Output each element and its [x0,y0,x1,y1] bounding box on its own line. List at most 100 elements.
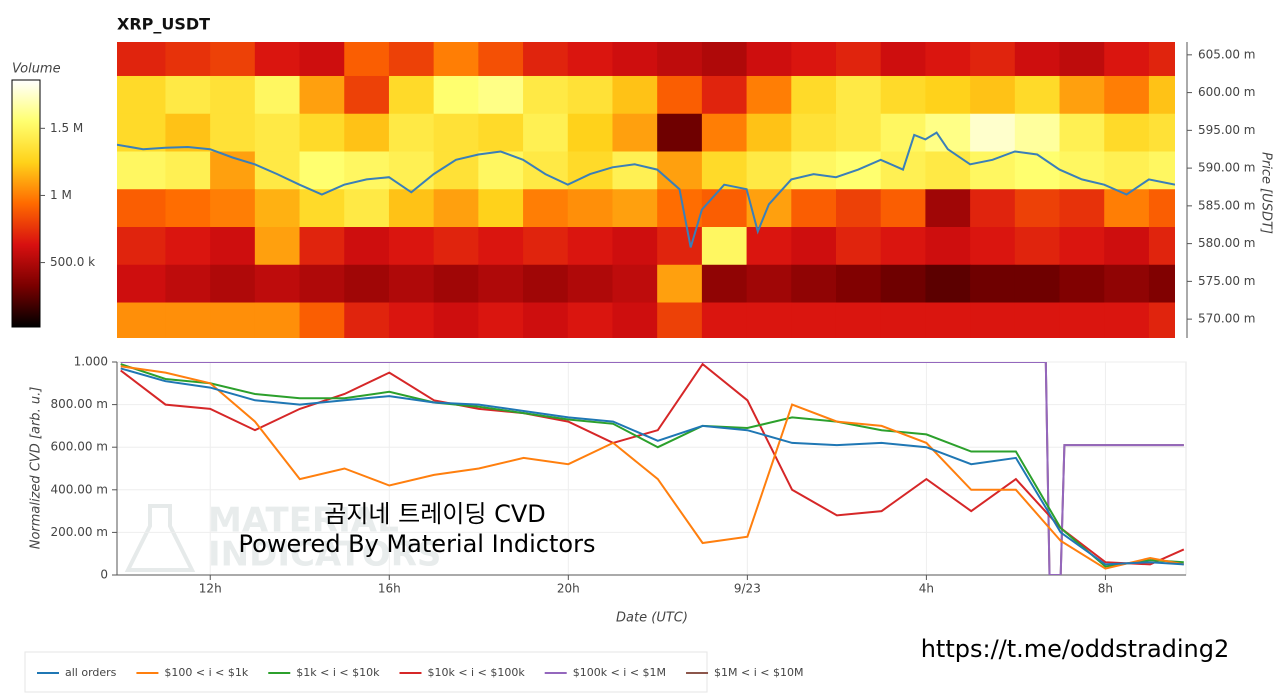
heatmap-cell [970,227,1016,266]
heatmap-cell [657,264,703,304]
heatmap-cell [612,227,658,266]
heatmap-cell [433,227,479,266]
heatmap-cell [835,75,882,115]
heatmap-cell [567,302,613,338]
heatmap-cell [880,264,926,304]
legend-label: all orders [65,666,117,679]
heatmap-cell [970,189,1016,228]
heatmap [117,42,1175,338]
heatmap-cell [1059,189,1105,228]
heatmap-cell [1014,227,1061,266]
heatmap-cell [478,264,524,304]
heatmap-cell [210,227,256,266]
heatmap-cell [746,42,792,77]
heatmap-cell [1148,227,1175,266]
heatmap-cell [701,42,748,77]
heatmap-cell [478,189,524,228]
heatmap-cell [1014,189,1061,228]
colorbar-tick-label: 1 M [50,188,72,202]
heatmap-cell [254,189,301,228]
watermark: MATERIAL [208,501,399,541]
heatmap-cell [880,189,926,228]
heatmap-cell [117,75,166,115]
heatmap-cell [567,113,613,152]
colorbar-tick-label: 500.0 k [50,255,95,269]
y-axis-title: Price [USDT] [1259,152,1274,234]
heatmap-cell [1104,113,1150,152]
heatmap-cell [478,227,524,266]
y-tick-label: 800.00 m [51,397,109,411]
heatmap-cell [388,113,435,152]
heatmap-cell [388,189,435,228]
heatmap-cell [701,151,748,190]
heatmap-cell [746,302,792,338]
legend-label: $10k < i < $100k [427,666,525,679]
heatmap-cell [746,75,792,115]
heatmap-cell [433,151,479,190]
heatmap-cell [523,189,569,228]
colorbar [11,79,41,328]
heatmap-cell [433,75,479,115]
heatmap-cell [1014,302,1061,338]
heatmap-cell [791,189,837,228]
heatmap-cell [925,42,971,77]
heatmap-cell [344,302,390,338]
heatmap-cell [478,113,524,152]
heatmap-cell [433,189,479,228]
heatmap-cell [299,189,345,228]
heatmap-cell [299,75,345,115]
heatmap-cell [746,227,792,266]
heatmap-cell [925,302,971,338]
heatmap-cell [701,264,748,304]
heatmap-cell [1104,42,1150,77]
heatmap-cell [478,302,524,338]
y-tick-label: 600.00 m [51,440,109,454]
heatmap-cell [165,75,211,115]
heatmap-cell [254,264,301,304]
heatmap-cell [388,264,435,304]
heatmap-cell [1059,227,1105,266]
heatmap-cell [925,227,971,266]
heatmap-cell [210,113,256,152]
heatmap-cell [1148,302,1175,338]
heatmap-cell [1059,113,1105,152]
watermark: INDICATORS [208,535,441,575]
x-tick-label: 12h [199,582,222,596]
heatmap-cell [523,75,569,115]
heatmap-cell [165,42,211,77]
heatmap-cell [567,264,613,304]
heatmap-cell [344,189,390,228]
heatmap-cell [210,264,256,304]
heatmap-cell [835,264,882,304]
heatmap-cell [791,302,837,338]
heatmap-cell [791,264,837,304]
heatmap-cell [433,302,479,338]
heatmap-cell [612,189,658,228]
x-axis-title: Date (UTC) [616,611,688,626]
heatmap-cell [433,264,479,304]
y-tick-label: 585.00 m [1198,198,1256,212]
heatmap-cell [165,151,211,190]
heatmap-cell [791,75,837,115]
heatmap-cell [254,113,301,152]
heatmap-cell [612,151,658,190]
heatmap-cell [254,227,301,266]
cvd-line [120,362,1184,575]
heatmap-cell [254,151,301,190]
heatmap-cell [478,42,524,77]
heatmap-cell [746,264,792,304]
heatmap-cell [1014,264,1061,304]
heatmap-cell [970,264,1016,304]
heatmap-cell [299,302,345,338]
heatmap-cell [210,42,256,77]
heatmap-cell [523,227,569,266]
heatmap-cell [254,42,301,77]
cvd-line [120,365,1184,570]
heatmap-cell [165,227,211,266]
heatmap-cell [880,75,926,115]
heatmap-cell [701,302,748,338]
heatmap-cell [478,75,524,115]
heatmap-cell [791,113,837,152]
